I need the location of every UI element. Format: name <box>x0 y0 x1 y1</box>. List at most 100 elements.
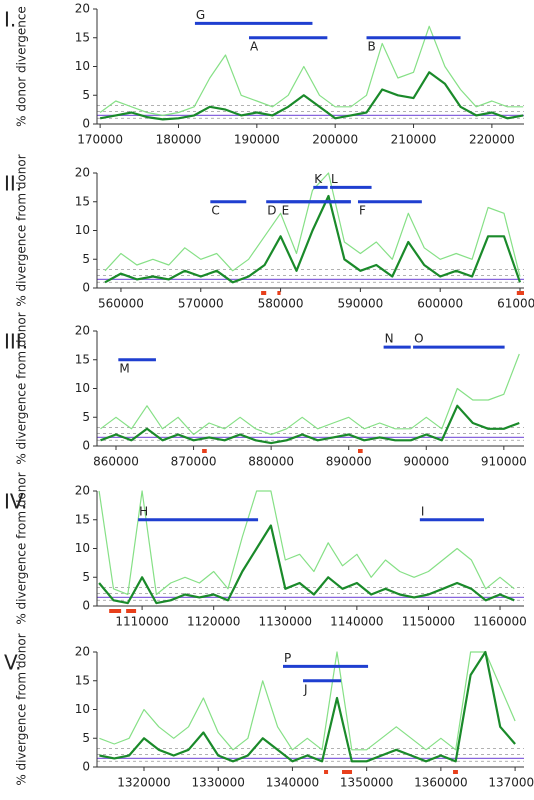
x-tick-label: 1120000 <box>187 615 240 629</box>
y-axis-title: % divergence from donor <box>15 472 29 624</box>
x-tick-label: 1160000 <box>473 615 526 629</box>
y-tick-label: 5 <box>82 410 90 424</box>
divergence-line <box>99 651 516 751</box>
segment-label: F <box>359 203 366 217</box>
segment-label: M <box>119 361 129 375</box>
region-mark <box>109 609 122 613</box>
y-tick-label: 15 <box>75 512 90 526</box>
x-tick-label: 1140000 <box>330 615 383 629</box>
region-mark <box>358 449 363 453</box>
x-tick-label: 220000 <box>469 133 515 147</box>
y-tick-label: 10 <box>75 702 90 716</box>
y-tick-label: 5 <box>82 252 90 266</box>
y-tick-label: 20 <box>75 324 90 338</box>
y-tick-label: 15 <box>75 673 90 687</box>
segment-label: D <box>267 203 276 217</box>
y-tick-label: 0 <box>82 117 90 131</box>
divergence-line <box>104 194 522 284</box>
x-tick-label: 200000 <box>312 133 358 147</box>
region-mark <box>342 770 353 774</box>
panel-label: V. <box>4 651 21 675</box>
y-tick-label: 10 <box>75 381 90 395</box>
x-tick-label: 190000 <box>234 133 280 147</box>
x-tick-label: 1370000 <box>488 776 534 790</box>
x-tick-label: 880000 <box>248 455 294 469</box>
y-tick-label: 0 <box>82 760 90 774</box>
y-tick-label: 15 <box>75 194 90 208</box>
divergence-line <box>99 650 516 763</box>
y-tick-label: 0 <box>82 599 90 613</box>
x-tick-label: 580000 <box>258 297 304 311</box>
divergence-line <box>104 172 521 277</box>
segment-label: O <box>414 332 423 346</box>
x-tick-label: 870000 <box>171 455 217 469</box>
x-tick-label: 170000 <box>77 133 123 147</box>
x-tick-label: 560000 <box>98 297 144 311</box>
divergence-line <box>99 25 524 116</box>
y-tick-label: 0 <box>82 281 90 295</box>
y-axis-title: % divergence from donor <box>15 633 29 785</box>
divergence-line <box>98 490 515 596</box>
panel-label: II. <box>4 172 22 196</box>
region-mark <box>277 291 281 295</box>
segment-label: J <box>303 682 308 696</box>
y-tick-label: 20 <box>75 166 90 180</box>
divergence-line <box>100 353 520 436</box>
segment-label: C <box>211 203 219 217</box>
divergence-line <box>98 524 515 605</box>
x-tick-label: 610000 <box>497 297 534 311</box>
y-tick-label: 15 <box>75 352 90 366</box>
x-tick-label: 890000 <box>326 455 372 469</box>
y-axis-title: % donor divergence <box>15 6 29 127</box>
y-tick-label: 0 <box>82 439 90 453</box>
x-tick-label: 180000 <box>156 133 202 147</box>
x-tick-label: 860000 <box>93 455 139 469</box>
x-tick-label: 1110000 <box>115 615 168 629</box>
region-mark <box>516 291 524 295</box>
panel-label: III. <box>4 330 28 354</box>
y-tick-label: 20 <box>75 484 90 498</box>
x-tick-label: 570000 <box>178 297 224 311</box>
segment-label: A <box>250 39 259 53</box>
y-tick-label: 15 <box>75 30 90 44</box>
segment-label: P <box>284 651 291 665</box>
y-tick-label: 10 <box>75 59 90 73</box>
region-mark <box>126 609 137 613</box>
segment-label: L <box>331 172 338 186</box>
y-tick-label: 5 <box>82 731 90 745</box>
segment-label: N <box>385 332 394 346</box>
segment-label: K <box>314 172 323 186</box>
y-tick-label: 20 <box>75 2 90 16</box>
y-axis-title: % divergence from donor <box>15 154 29 306</box>
divergence-line <box>99 71 524 121</box>
region-mark <box>453 770 458 774</box>
y-tick-label: 5 <box>82 570 90 584</box>
y-tick-label: 20 <box>75 645 90 659</box>
x-tick-label: 1320000 <box>117 776 170 790</box>
panel-label: IV. <box>4 490 27 514</box>
x-tick-label: 900000 <box>403 455 449 469</box>
x-tick-label: 1150000 <box>402 615 455 629</box>
divergence-line <box>100 404 520 445</box>
x-tick-label: 1130000 <box>259 615 312 629</box>
x-tick-label: 1350000 <box>340 776 393 790</box>
x-tick-label: 1360000 <box>414 776 467 790</box>
x-tick-label: 590000 <box>337 297 383 311</box>
y-tick-label: 10 <box>75 223 90 237</box>
y-tick-label: 10 <box>75 541 90 555</box>
region-mark <box>202 449 207 453</box>
x-tick-label: 1330000 <box>191 776 244 790</box>
x-tick-label: 210000 <box>391 133 437 147</box>
segment-label: H <box>139 504 148 518</box>
segment-label: E <box>282 203 290 217</box>
x-tick-label: 600000 <box>417 297 463 311</box>
panel-label: I. <box>4 8 16 32</box>
segment-label: B <box>368 39 376 53</box>
x-tick-label: 1340000 <box>266 776 319 790</box>
region-mark <box>261 291 267 295</box>
segment-label: G <box>196 8 205 22</box>
x-tick-label: 910000 <box>481 455 527 469</box>
region-mark <box>324 770 329 774</box>
segment-label: I <box>421 504 425 518</box>
